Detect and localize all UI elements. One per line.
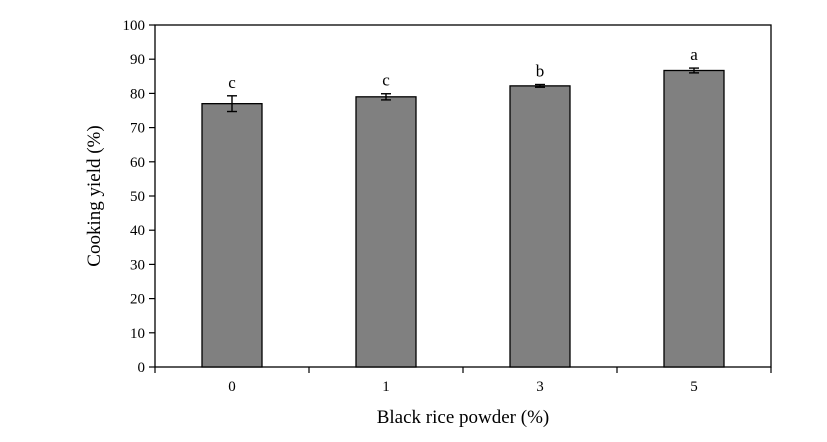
y-tick-label: 80 bbox=[130, 86, 145, 102]
bar bbox=[355, 96, 417, 368]
x-tick-label: 0 bbox=[228, 379, 236, 395]
significance-label: a bbox=[690, 45, 698, 64]
bar bbox=[509, 85, 571, 368]
y-axis: 0 10 20 30 40 50 60 70 80 90 100 bbox=[123, 18, 155, 376]
y-axis-title: Cooking yield (%) bbox=[84, 125, 105, 266]
y-tick-label: 60 bbox=[130, 155, 145, 171]
x-axis-title: Black rice powder (%) bbox=[377, 407, 550, 428]
y-tick-label: 100 bbox=[123, 18, 146, 34]
bar bbox=[663, 69, 725, 368]
x-tick-label: 3 bbox=[536, 379, 544, 395]
x-axis: 0 1 3 5 bbox=[154, 367, 772, 395]
y-tick-label: 90 bbox=[130, 52, 145, 68]
y-tick-label: 0 bbox=[138, 360, 146, 376]
y-tick-label: 10 bbox=[130, 326, 145, 342]
significance-label: b bbox=[536, 62, 545, 81]
y-tick-label: 40 bbox=[130, 223, 145, 239]
bar bbox=[201, 103, 263, 368]
y-tick-label: 50 bbox=[130, 189, 145, 205]
x-tick-label: 1 bbox=[382, 379, 390, 395]
x-tick-label: 5 bbox=[690, 379, 698, 395]
y-tick-label: 20 bbox=[130, 292, 145, 308]
y-tick-label: 30 bbox=[130, 257, 145, 273]
bars: c c b a bbox=[201, 45, 725, 368]
significance-label: c bbox=[382, 71, 390, 90]
y-tick-label: 70 bbox=[130, 121, 145, 137]
significance-label: c bbox=[228, 73, 236, 92]
